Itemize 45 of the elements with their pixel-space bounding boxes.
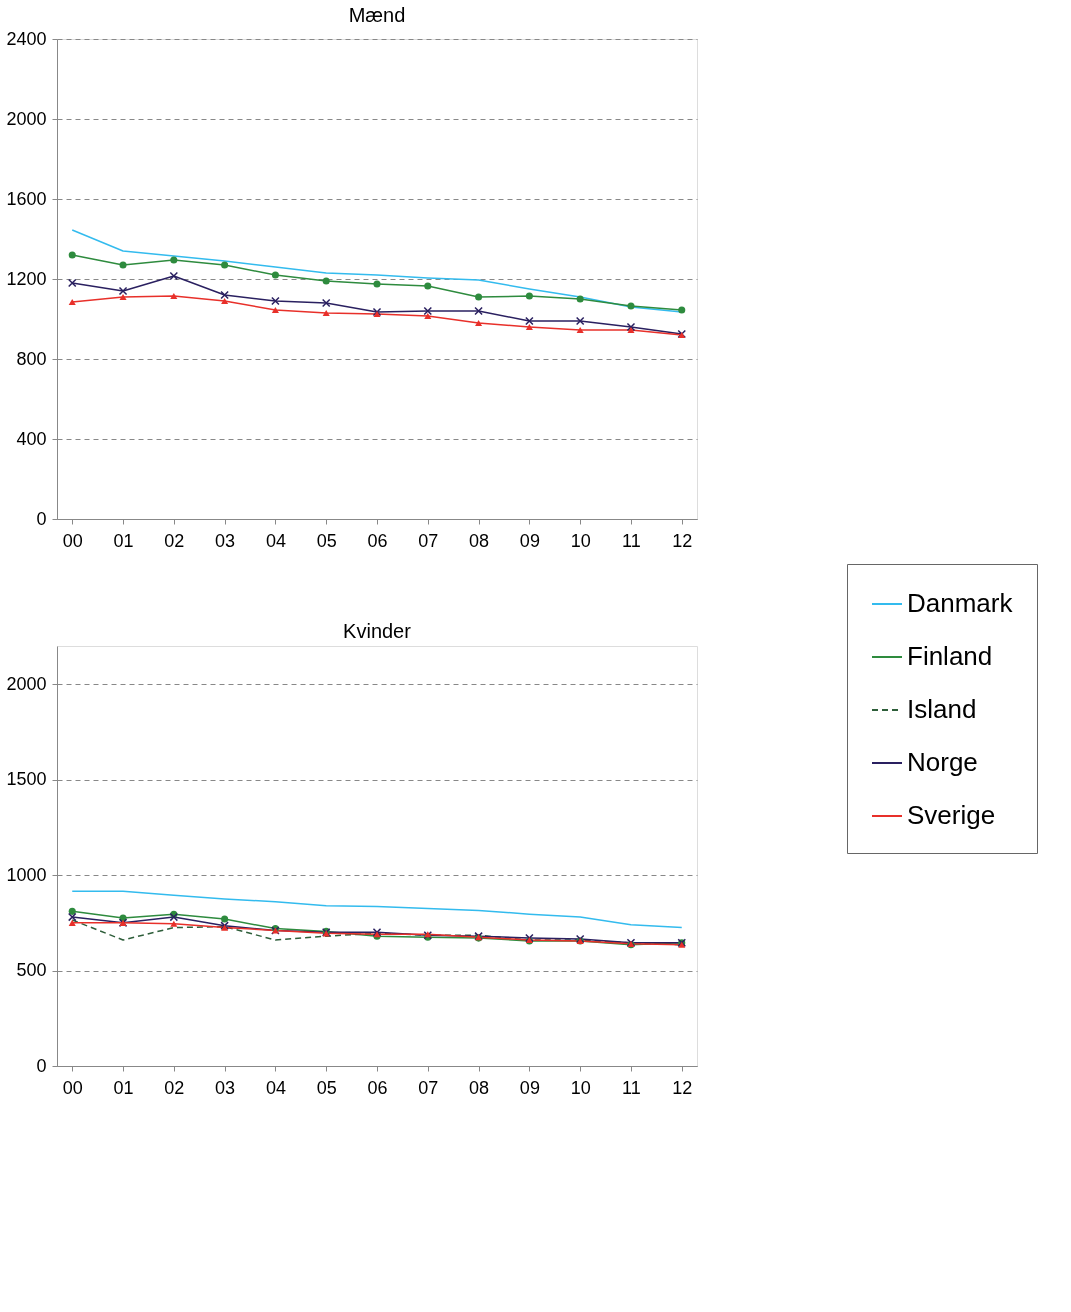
legend-label: Island <box>907 694 977 724</box>
y-tick-label: 0 <box>36 508 47 529</box>
legend-label: Danmark <box>907 588 1014 618</box>
x-tick-label: 12 <box>672 1077 693 1098</box>
x-tick-label: 06 <box>367 1077 388 1098</box>
x-tick-label: 03 <box>215 530 236 551</box>
y-tick-label: 800 <box>16 348 47 369</box>
x-tick-label: 06 <box>367 530 388 551</box>
x-tick-label: 09 <box>519 1077 540 1098</box>
x-tick-label: 07 <box>418 530 439 551</box>
x-tick-label: 08 <box>469 1077 490 1098</box>
x-tick-label: 10 <box>570 1077 591 1098</box>
y-tick-label: 1200 <box>6 268 47 289</box>
y-tick-label: 1500 <box>6 769 47 790</box>
y-tick-label: 500 <box>16 960 47 981</box>
x-tick-label: 08 <box>469 530 490 551</box>
legend-label: Finland <box>907 641 993 671</box>
y-tick-label: 2400 <box>6 28 47 49</box>
y-tick-label: 1000 <box>6 864 47 885</box>
chart-title: Kvinder <box>343 620 412 642</box>
y-tick-label: 2000 <box>6 108 47 129</box>
x-tick-label: 12 <box>672 530 693 551</box>
legend-label: Sverige <box>907 800 996 830</box>
x-tick-label: 04 <box>265 530 286 551</box>
y-tick-label: 400 <box>16 428 47 449</box>
x-tick-label: 01 <box>113 530 134 551</box>
legend-label: Norge <box>907 747 978 777</box>
x-tick-label: 00 <box>62 1077 83 1098</box>
x-tick-label: 10 <box>570 530 591 551</box>
y-tick-label: 2000 <box>6 673 47 694</box>
x-tick-label: 05 <box>316 1077 337 1098</box>
x-tick-label: 05 <box>316 530 337 551</box>
y-tick-label: 0 <box>36 1055 47 1076</box>
x-tick-label: 11 <box>622 530 641 551</box>
y-tick-label: 1600 <box>6 188 47 209</box>
x-tick-label: 02 <box>164 530 185 551</box>
x-tick-label: 07 <box>418 1077 439 1098</box>
x-tick-label: 09 <box>519 530 540 551</box>
x-tick-label: 01 <box>113 1077 134 1098</box>
chart-title: Mænd <box>348 4 406 26</box>
x-tick-label: 02 <box>164 1077 185 1098</box>
x-tick-label: 00 <box>62 530 83 551</box>
x-tick-label: 04 <box>265 1077 286 1098</box>
x-tick-label: 11 <box>622 1077 641 1098</box>
x-tick-label: 03 <box>215 1077 236 1098</box>
